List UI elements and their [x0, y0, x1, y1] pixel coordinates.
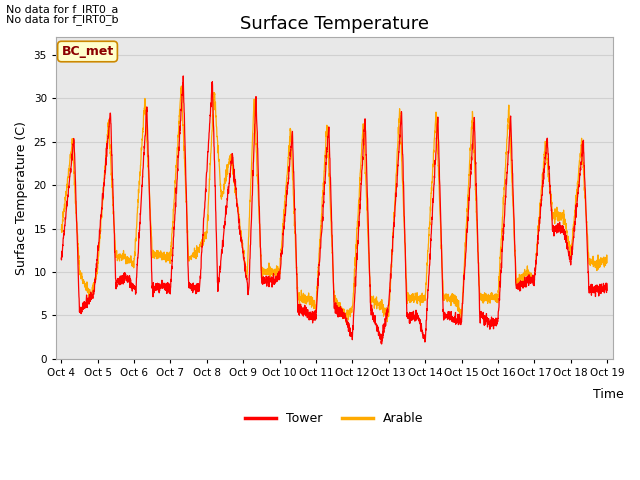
Title: Surface Temperature: Surface Temperature — [240, 15, 429, 33]
Tower — [534, 233, 542, 239]
Arable — [177, 83, 185, 89]
Line: Tower: Tower — [61, 76, 607, 344]
Arable — [120, 248, 127, 253]
Tower — [378, 341, 385, 347]
Arable — [58, 227, 65, 232]
Text: No data for f_IRT0_a: No data for f_IRT0_a — [6, 4, 119, 15]
Tower — [58, 255, 65, 261]
Y-axis label: Surface Temperature (C): Surface Temperature (C) — [15, 121, 28, 275]
Tower — [593, 287, 600, 292]
Arable — [267, 265, 275, 271]
Arable — [342, 320, 350, 325]
Tower — [120, 275, 127, 280]
Tower — [152, 288, 160, 293]
Arable — [291, 223, 298, 229]
Tower — [267, 276, 275, 281]
Text: BC_met: BC_met — [61, 45, 114, 58]
Legend: Tower, Arable: Tower, Arable — [240, 407, 428, 430]
Tower — [179, 73, 187, 79]
Tower — [604, 288, 611, 293]
Line: Arable: Arable — [61, 86, 607, 323]
Arable — [152, 253, 160, 259]
Arable — [534, 230, 542, 236]
Tower — [291, 202, 298, 208]
Text: No data for f_IRT0_b: No data for f_IRT0_b — [6, 13, 119, 24]
Arable — [604, 260, 611, 265]
X-axis label: Time: Time — [593, 388, 624, 401]
Arable — [593, 259, 600, 264]
